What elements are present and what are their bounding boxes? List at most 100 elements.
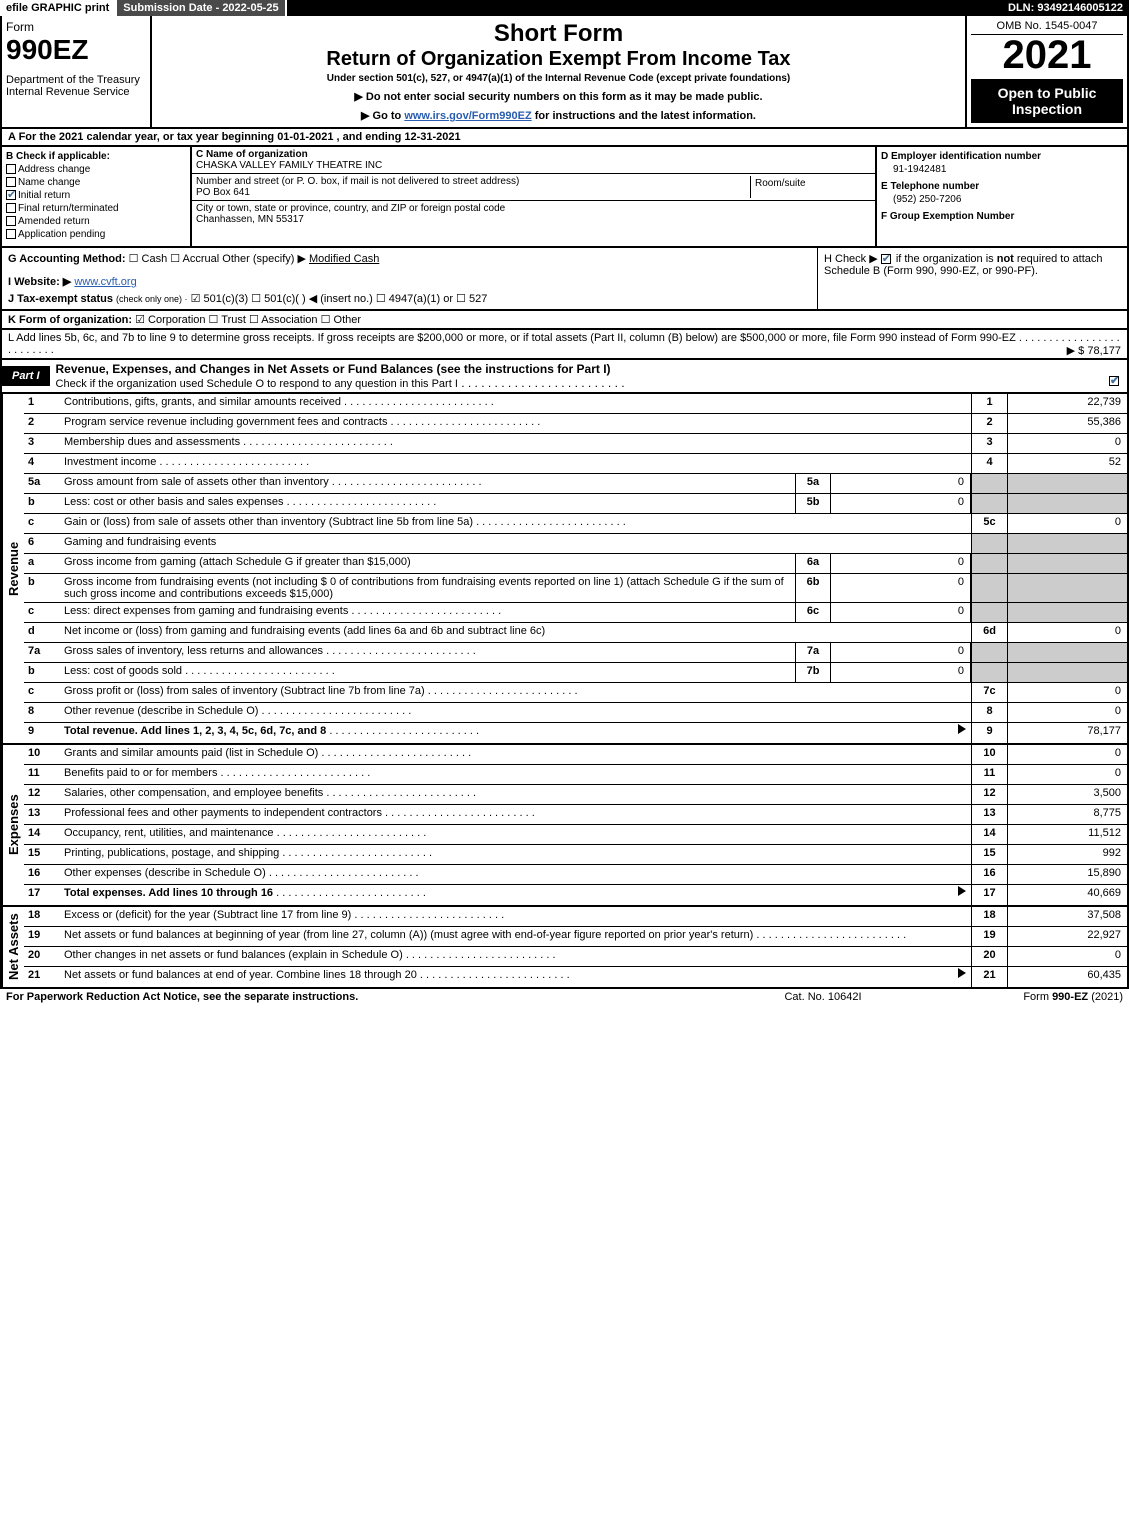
org-name-label: C Name of organization	[196, 149, 308, 160]
line-7b-val: 0	[831, 663, 971, 682]
i-label: I Website: ▶	[8, 276, 71, 288]
line-18-val: 37,508	[1007, 907, 1127, 926]
line-8-val: 0	[1007, 703, 1127, 722]
arrow-icon	[958, 886, 966, 896]
line-5b-val: 0	[831, 494, 971, 513]
website-link[interactable]: www.cvft.org	[74, 276, 136, 288]
part-subtitle: Check if the organization used Schedule …	[56, 378, 458, 390]
expenses-sidebar: Expenses	[2, 745, 24, 905]
j-label: J Tax-exempt status	[8, 293, 116, 305]
line-16-val: 15,890	[1007, 865, 1127, 884]
line-k: K Form of organization: ☑ Corporation ☐ …	[0, 311, 1129, 330]
tax-year: 2021	[971, 35, 1123, 75]
section-c: C Name of organization CHASKA VALLEY FAM…	[192, 147, 877, 246]
short-form-title: Short Form	[156, 20, 961, 48]
g-other: Modified Cash	[309, 253, 379, 265]
line-a: A For the 2021 calendar year, or tax yea…	[0, 129, 1129, 147]
line-7c-val: 0	[1007, 683, 1127, 702]
chk-final-return[interactable]: Final return/terminated	[6, 203, 186, 214]
line-12-val: 3,500	[1007, 785, 1127, 804]
line-17-val: 40,669	[1007, 885, 1127, 905]
section-g-i-j: G Accounting Method: ☐ Cash ☐ Accrual Ot…	[2, 248, 817, 309]
group-exemption-label: F Group Exemption Number	[881, 211, 1123, 222]
line-9-val: 78,177	[1007, 723, 1127, 743]
org-name: CHASKA VALLEY FAMILY THEATRE INC	[196, 160, 382, 171]
line-10-val: 0	[1007, 745, 1127, 764]
line-14-val: 11,512	[1007, 825, 1127, 844]
line-21-val: 60,435	[1007, 967, 1127, 987]
dln: DLN: 93492146005122	[1002, 0, 1129, 16]
line-3-val: 0	[1007, 434, 1127, 453]
return-title: Return of Organization Exempt From Incom…	[156, 48, 961, 71]
irs-link[interactable]: www.irs.gov/Form990EZ	[404, 110, 531, 122]
revenue-sidebar: Revenue	[2, 394, 24, 743]
line-1-val: 22,739	[1007, 394, 1127, 413]
no-ssn-note: ▶ Do not enter social security numbers o…	[156, 90, 961, 103]
b-header: B Check if applicable:	[6, 151, 186, 162]
line-4-val: 52	[1007, 454, 1127, 473]
phone-label: E Telephone number	[881, 181, 1123, 192]
line-5c-val: 0	[1007, 514, 1127, 533]
paperwork-notice: For Paperwork Reduction Act Notice, see …	[6, 991, 723, 1003]
open-public: Open to Public Inspection	[971, 79, 1123, 123]
line-19-val: 22,927	[1007, 927, 1127, 946]
line-13-val: 8,775	[1007, 805, 1127, 824]
j-options: ☑ 501(c)(3) ☐ 501(c)( ) ◀ (insert no.) ☐…	[191, 293, 488, 305]
schedule-o-check[interactable]	[1109, 376, 1119, 386]
city-value: Chanhassen, MN 55317	[196, 214, 304, 225]
chk-application-pending[interactable]: Application pending	[6, 229, 186, 240]
ein-label: D Employer identification number	[881, 151, 1123, 162]
line-6b-val: 0	[831, 574, 971, 602]
revenue-table: Revenue 1Contributions, gifts, grants, a…	[0, 394, 1129, 745]
arrow-icon	[958, 724, 966, 734]
form-number: 990EZ	[6, 34, 146, 66]
chk-amended[interactable]: Amended return	[6, 216, 186, 227]
part-title: Revenue, Expenses, and Changes in Net As…	[56, 362, 611, 376]
line-6a-val: 0	[831, 554, 971, 573]
j-sub: (check only one) ·	[116, 294, 188, 304]
line-7a-val: 0	[831, 643, 971, 662]
line-20-val: 0	[1007, 947, 1127, 966]
dept-label: Department of the Treasury Internal Reve…	[6, 74, 146, 98]
line-15-val: 992	[1007, 845, 1127, 864]
page-footer: For Paperwork Reduction Act Notice, see …	[0, 989, 1129, 1005]
submission-date: Submission Date - 2022-05-25	[117, 0, 286, 16]
line-2-val: 55,386	[1007, 414, 1127, 433]
top-bar: efile GRAPHIC print Submission Date - 20…	[0, 0, 1129, 16]
part-tag: Part I	[2, 366, 50, 386]
section-b: B Check if applicable: Address change Na…	[2, 147, 192, 246]
header-right: OMB No. 1545-0047 2021 Open to Public In…	[967, 16, 1127, 127]
section-h: H Check ▶ if the organization is not req…	[817, 248, 1127, 309]
netassets-sidebar: Net Assets	[2, 907, 24, 987]
under-section: Under section 501(c), 527, or 4947(a)(1)…	[156, 73, 961, 84]
efile-label[interactable]: efile GRAPHIC print	[0, 0, 117, 16]
chk-initial-return[interactable]: Initial return	[6, 190, 186, 201]
netassets-table: Net Assets 18Excess or (deficit) for the…	[0, 907, 1129, 989]
chk-address-change[interactable]: Address change	[6, 164, 186, 175]
arrow-icon	[958, 968, 966, 978]
line-11-val: 0	[1007, 765, 1127, 784]
h-checkbox[interactable]	[881, 254, 891, 264]
phone-value: (952) 250-7206	[893, 194, 1123, 205]
header-center: Short Form Return of Organization Exempt…	[152, 16, 967, 127]
line-l: L Add lines 5b, 6c, and 7b to line 9 to …	[0, 330, 1129, 360]
g-label: G Accounting Method:	[8, 253, 126, 265]
expenses-table: Expenses 10Grants and similar amounts pa…	[0, 745, 1129, 907]
header-left: Form 990EZ Department of the Treasury In…	[2, 16, 152, 127]
goto-line: ▶ Go to www.irs.gov/Form990EZ for instru…	[156, 109, 961, 122]
cat-no: Cat. No. 10642I	[723, 991, 923, 1003]
street-label: Number and street (or P. O. box, if mail…	[196, 176, 519, 187]
room-label: Room/suite	[751, 176, 871, 198]
section-def: D Employer identification number 91-1942…	[877, 147, 1127, 246]
part-i-header: Part I Revenue, Expenses, and Changes in…	[0, 360, 1129, 394]
chk-name-change[interactable]: Name change	[6, 177, 186, 188]
g-options: ☐ Cash ☐ Accrual Other (specify) ▶	[129, 253, 306, 265]
form-footer: Form 990-EZ (2021)	[923, 991, 1123, 1003]
ein-value: 91-1942481	[893, 164, 1123, 175]
line-6c-val: 0	[831, 603, 971, 622]
form-label: Form	[6, 20, 146, 34]
city-label: City or town, state or province, country…	[196, 203, 505, 214]
line-5a-val: 0	[831, 474, 971, 493]
street-value: PO Box 641	[196, 187, 250, 198]
gross-receipts: ▶ $ 78,177	[1067, 344, 1121, 357]
